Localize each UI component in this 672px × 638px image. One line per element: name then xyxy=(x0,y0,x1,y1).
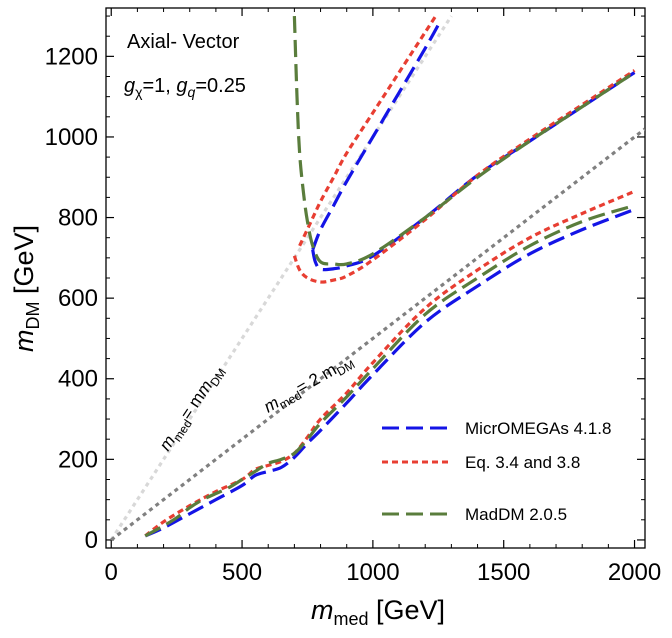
chart-title: Axial- Vector xyxy=(127,31,240,53)
reference-line-2 xyxy=(110,127,645,542)
y-tick-label: 1200 xyxy=(45,43,98,70)
y-tick-label: 800 xyxy=(58,205,98,232)
reference-line-1 xyxy=(109,15,453,541)
y-tick-label: 600 xyxy=(58,285,98,312)
x-tick-label: 0 xyxy=(105,559,118,586)
axis-ticks: 0 500 1000 1500 2000 0 200 400 600 800 1000 1200 xyxy=(45,8,661,586)
series-2-segment-3 xyxy=(298,15,438,247)
y-tick-label: 1000 xyxy=(45,124,98,151)
x-axis-title: mmed [GeV] xyxy=(311,595,445,629)
x-tick-label: 1000 xyxy=(346,559,399,586)
x-tick-label: 2000 xyxy=(608,559,661,586)
series-2-segment-2 xyxy=(292,69,636,284)
legend: MicrOMEGAs 4.1.8 Eq. 3.4 and 3.8 MadDM 2… xyxy=(382,419,611,524)
y-tick-label: 400 xyxy=(58,366,98,393)
y-tick-label: 0 xyxy=(85,527,98,554)
ref-line-label-1to2: mmed= 2 mDM xyxy=(261,350,358,419)
series-3-segment-1 xyxy=(144,203,636,538)
coupling-label: gχ=1, gq=0.25 xyxy=(124,75,246,100)
ref-line-label-1to1: mmed= mmDM xyxy=(156,361,230,456)
x-tick-label: 500 xyxy=(222,559,262,586)
legend-label-micromegas: MicrOMEGAs 4.1.8 xyxy=(465,419,611,438)
reference-lines xyxy=(109,15,645,542)
series-3-segment-2 xyxy=(292,16,636,267)
legend-label-maddm: MadDM 2.0.5 xyxy=(465,505,567,524)
legend-label-eq: Eq. 3.4 and 3.8 xyxy=(465,453,580,472)
series-1-segment-3 xyxy=(311,19,443,251)
series-1-segment-1 xyxy=(144,207,636,538)
data-series xyxy=(144,15,636,538)
y-axis-title: mDM [GeV] xyxy=(9,225,43,352)
series-1-segment-2 xyxy=(311,71,636,272)
y-tick-label: 200 xyxy=(58,446,98,473)
x-tick-label: 1500 xyxy=(477,559,530,586)
